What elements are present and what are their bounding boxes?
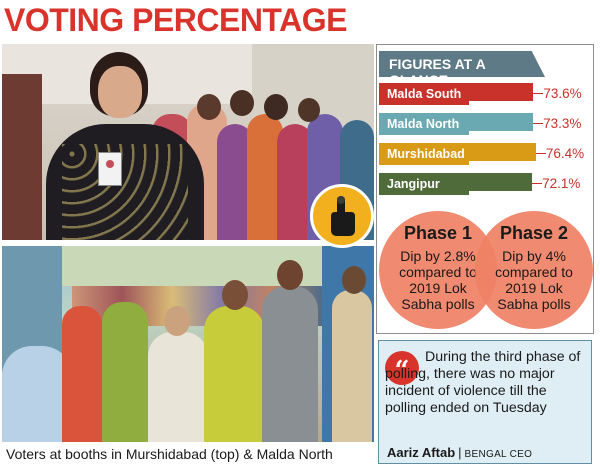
phase-2-circle: Phase 2 Dip by 4% compared to 2019 Lok S…	[475, 211, 593, 329]
figures-heading-text: FIGURES AT A GLANCE	[389, 56, 486, 88]
quote-author-role: BENGAL CEO	[464, 449, 533, 460]
bar-row: Malda South 73.6%	[379, 83, 593, 105]
bar-value: 76.4%	[545, 146, 585, 161]
bar-row: Murshidabad 76.4%	[379, 143, 593, 165]
bar-label: Malda South	[379, 83, 469, 105]
phase-1-text: Dip by 2.8% compared to 2019 Lok Sabha p…	[399, 248, 477, 312]
bar-label: Malda North	[379, 113, 469, 135]
bar-fill	[469, 143, 536, 161]
bar-value: 73.3%	[543, 116, 582, 131]
bar-value: 73.6%	[543, 86, 582, 101]
page-title: VOTING PERCENTAGE	[4, 2, 347, 38]
photo-caption: Voters at booths in Murshidabad (top) & …	[6, 446, 333, 462]
bar-fill	[469, 83, 534, 101]
phase-2-title: Phase 2	[499, 223, 569, 243]
inked-finger-icon	[310, 184, 374, 248]
quote-text: During the third phase of polling, there…	[385, 349, 581, 416]
figures-panel: FIGURES AT A GLANCE Malda South 73.6% Mald…	[376, 44, 594, 334]
bar-row: Jangipur 72.1%	[379, 173, 593, 195]
bar-value: 72.1%	[542, 176, 581, 191]
bar-tick	[532, 183, 543, 184]
phase-1-circle: Phase 1 Dip by 2.8% compared to 2019 Lok…	[379, 211, 497, 329]
bar-fill	[469, 113, 534, 131]
bar-tick	[533, 123, 544, 124]
bar-tick	[535, 153, 546, 154]
quote-box: “ During the third phase of polling, the…	[378, 340, 592, 464]
bar-fill	[469, 173, 533, 191]
bar-row: Malda North 73.3%	[379, 113, 593, 135]
figures-heading: FIGURES AT A GLANCE	[379, 51, 545, 77]
phase-2-text: Dip by 4% compared to 2019 Lok Sabha pol…	[495, 248, 573, 312]
photo-murshidabad	[2, 44, 374, 240]
phase-1-title: Phase 1	[403, 223, 473, 243]
quote-icon: “	[385, 351, 419, 386]
bar-label: Murshidabad	[379, 143, 469, 165]
photo-malda-north	[2, 246, 374, 442]
bar-label: Jangipur	[379, 173, 469, 195]
quote-author-name: Aariz Aftab	[387, 445, 456, 460]
quote-author: Aariz Aftab | BENGAL CEO	[387, 445, 533, 460]
bar-tick	[533, 93, 544, 94]
